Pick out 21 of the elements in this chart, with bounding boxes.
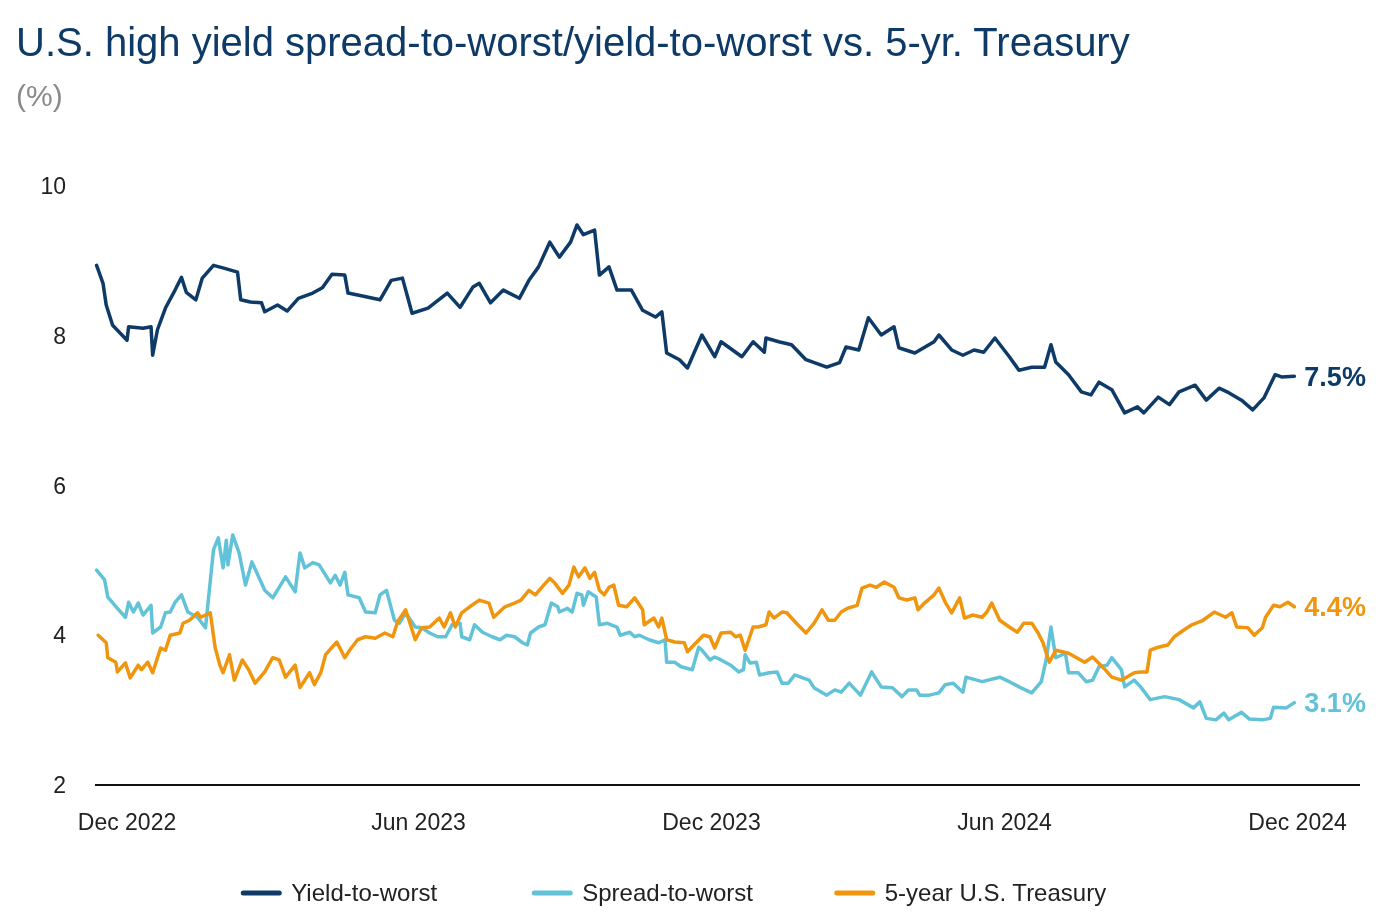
x-tick-label: Dec 2024 <box>1248 809 1347 835</box>
chart-title: U.S. high yield spread-to-worst/yield-to-worst vs. 5-yr. Treasury <box>16 20 1130 64</box>
legend-label: 5-year U.S. Treasury <box>884 879 1107 907</box>
y-tick-label: 8 <box>53 322 66 349</box>
annotation: 7.5% <box>1304 361 1366 392</box>
y-tick-label: 6 <box>53 472 66 499</box>
annotation: 4.4% <box>1304 592 1366 623</box>
y-tick-label: 4 <box>53 622 67 649</box>
y-tick-label: 2 <box>53 772 66 799</box>
line-series <box>94 223 1297 415</box>
x-tick-label: Dec 2022 <box>77 809 177 835</box>
x-tick-label: Jun 2023 <box>371 809 466 835</box>
chart-subtitle: (%) <box>16 79 63 112</box>
line-series <box>96 565 1297 690</box>
x-tick-label: Jun 2024 <box>957 809 1053 835</box>
y-tick-label: 10 <box>40 173 66 200</box>
legend-label: Spread-to-worst <box>582 879 754 907</box>
line-series <box>94 533 1297 722</box>
x-tick-label: Dec 2023 <box>662 809 761 835</box>
annotation: 3.1% <box>1304 688 1366 719</box>
legend-label: Yield-to-worst <box>291 879 438 907</box>
